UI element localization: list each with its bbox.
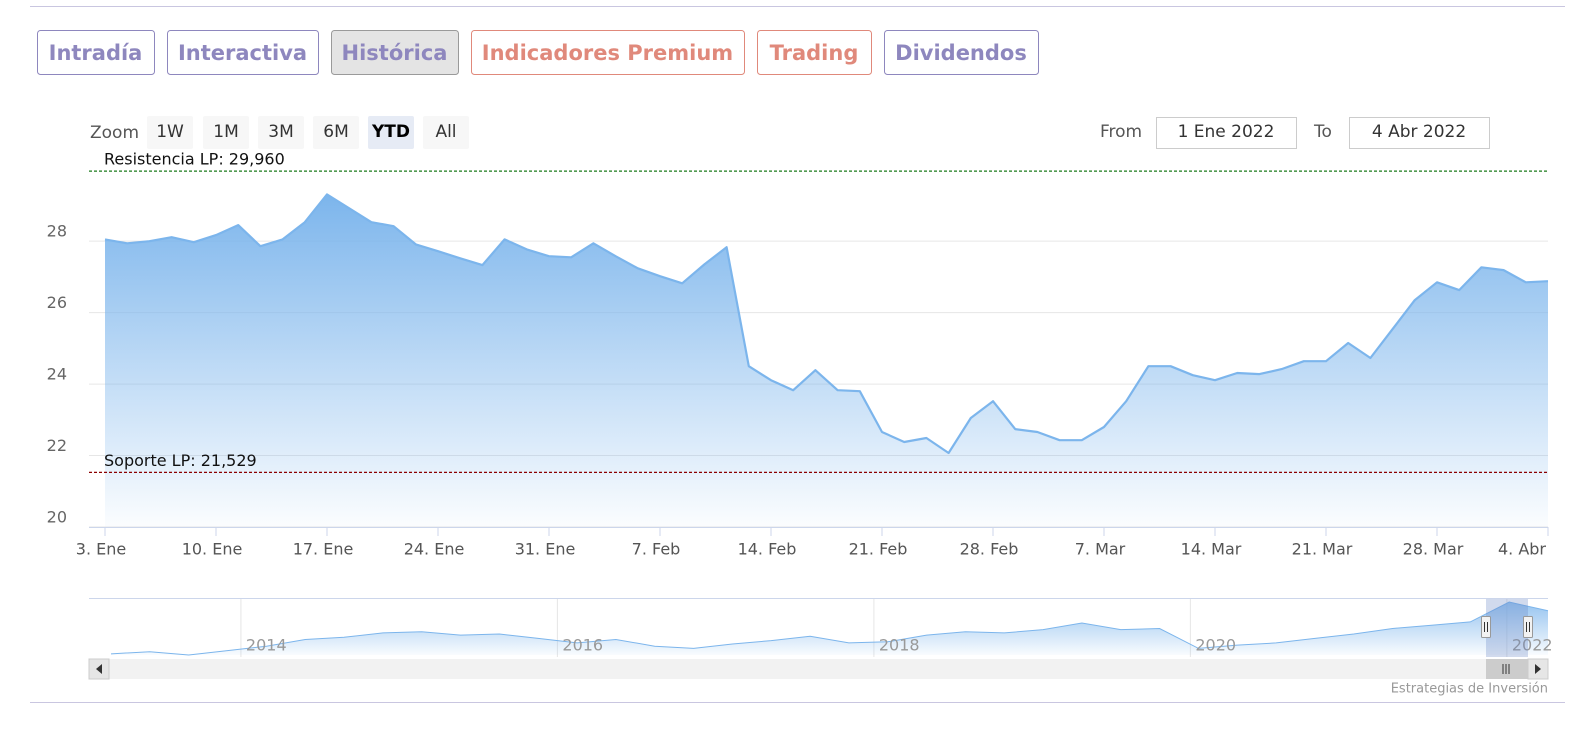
tab[interactable] <box>167 30 319 75</box>
zoom-button[interactable] <box>368 116 414 149</box>
to-input[interactable] <box>1349 117 1490 149</box>
zoom-button-label[interactable]: All <box>435 122 456 142</box>
zoom-button-label[interactable]: 3M <box>268 122 293 142</box>
x-tick-label: 4. Abr <box>1498 540 1546 559</box>
zoom-label: Zoom <box>90 123 139 143</box>
x-tick-label: 7. Feb <box>632 540 681 559</box>
tab[interactable] <box>884 30 1039 75</box>
navigator-area <box>111 602 1548 655</box>
tab[interactable] <box>757 30 872 75</box>
tab-label[interactable]: Indicadores Premium <box>482 41 733 65</box>
navigator-handle-grip <box>1484 622 1488 632</box>
tab[interactable] <box>331 30 459 75</box>
tab-label[interactable]: Interactiva <box>178 41 307 65</box>
credit: Estrategias de Inversión <box>1391 682 1548 697</box>
y-tick-label: 28 <box>47 222 67 241</box>
scrollbar-track[interactable] <box>89 659 1548 679</box>
y-tick-label: 26 <box>47 293 67 312</box>
x-tick-label: 28. Mar <box>1403 540 1464 559</box>
y-tick-label: 20 <box>47 508 67 527</box>
navigator-tick-label: 2014 <box>246 636 287 655</box>
x-tick-label: 31. Ene <box>515 540 576 559</box>
navigator-handle[interactable] <box>1481 616 1491 638</box>
zoom-button[interactable] <box>313 116 359 149</box>
zoom-button-label[interactable]: YTD <box>371 122 410 142</box>
zoom-button[interactable] <box>203 116 249 149</box>
scrollbar-thumb[interactable] <box>1486 659 1528 679</box>
x-tick-label: 21. Mar <box>1292 540 1353 559</box>
x-tick-label: 21. Feb <box>849 540 908 559</box>
from-value[interactable]: 1 Ene 2022 <box>1178 122 1275 142</box>
tab[interactable] <box>37 30 155 75</box>
x-tick-label: 14. Feb <box>738 540 797 559</box>
x-tick-label: 7. Mar <box>1075 540 1126 559</box>
navigator-tick-label: 2022 <box>1512 636 1553 655</box>
zoom-button[interactable] <box>147 116 193 149</box>
from-input[interactable] <box>1156 117 1297 149</box>
price-line <box>104 193 1549 455</box>
x-tick-label: 10. Ene <box>182 540 243 559</box>
x-tick-label: 17. Ene <box>293 540 354 559</box>
from-label: From <box>1100 122 1142 142</box>
y-tick-label: 22 <box>47 436 67 455</box>
zoom-button-label[interactable]: 1W <box>156 122 184 142</box>
navigator-tick-label: 2018 <box>879 636 920 655</box>
plot-line-label: Soporte LP: 21,529 <box>104 451 257 470</box>
area-fill <box>105 194 1548 527</box>
zoom-button-label[interactable]: 6M <box>323 122 348 142</box>
to-value[interactable]: 4 Abr 2022 <box>1372 122 1466 142</box>
to-label: To <box>1313 122 1332 142</box>
navigator-tick-label: 2020 <box>1195 636 1236 655</box>
scroll-right-arrow <box>1535 664 1541 674</box>
x-tick-label: 28. Feb <box>960 540 1019 559</box>
navigator-handle[interactable] <box>1523 616 1533 638</box>
scrollbar-grip <box>1502 664 1510 674</box>
tab[interactable] <box>471 30 745 75</box>
tab-label[interactable]: Intradía <box>49 41 143 65</box>
navigator-handle-grip <box>1526 622 1530 632</box>
tab-label[interactable]: Dividendos <box>895 41 1027 65</box>
navigator-selection[interactable] <box>1486 599 1528 657</box>
plot-line-label: Resistencia LP: 29,960 <box>104 150 285 169</box>
tab-label[interactable]: Trading <box>770 41 859 65</box>
y-tick-label: 24 <box>47 365 67 384</box>
navigator-tick-label: 2016 <box>562 636 603 655</box>
scroll-left-arrow <box>96 664 102 674</box>
x-tick-label: 3. Ene <box>76 540 126 559</box>
navigator-line <box>110 601 1549 656</box>
zoom-button-label[interactable]: 1M <box>213 122 238 142</box>
zoom-button[interactable] <box>258 116 304 149</box>
x-tick-label: 14. Mar <box>1181 540 1242 559</box>
zoom-button[interactable] <box>423 116 469 149</box>
tab-label[interactable]: Histórica <box>342 41 448 65</box>
x-tick-label: 24. Ene <box>404 540 465 559</box>
